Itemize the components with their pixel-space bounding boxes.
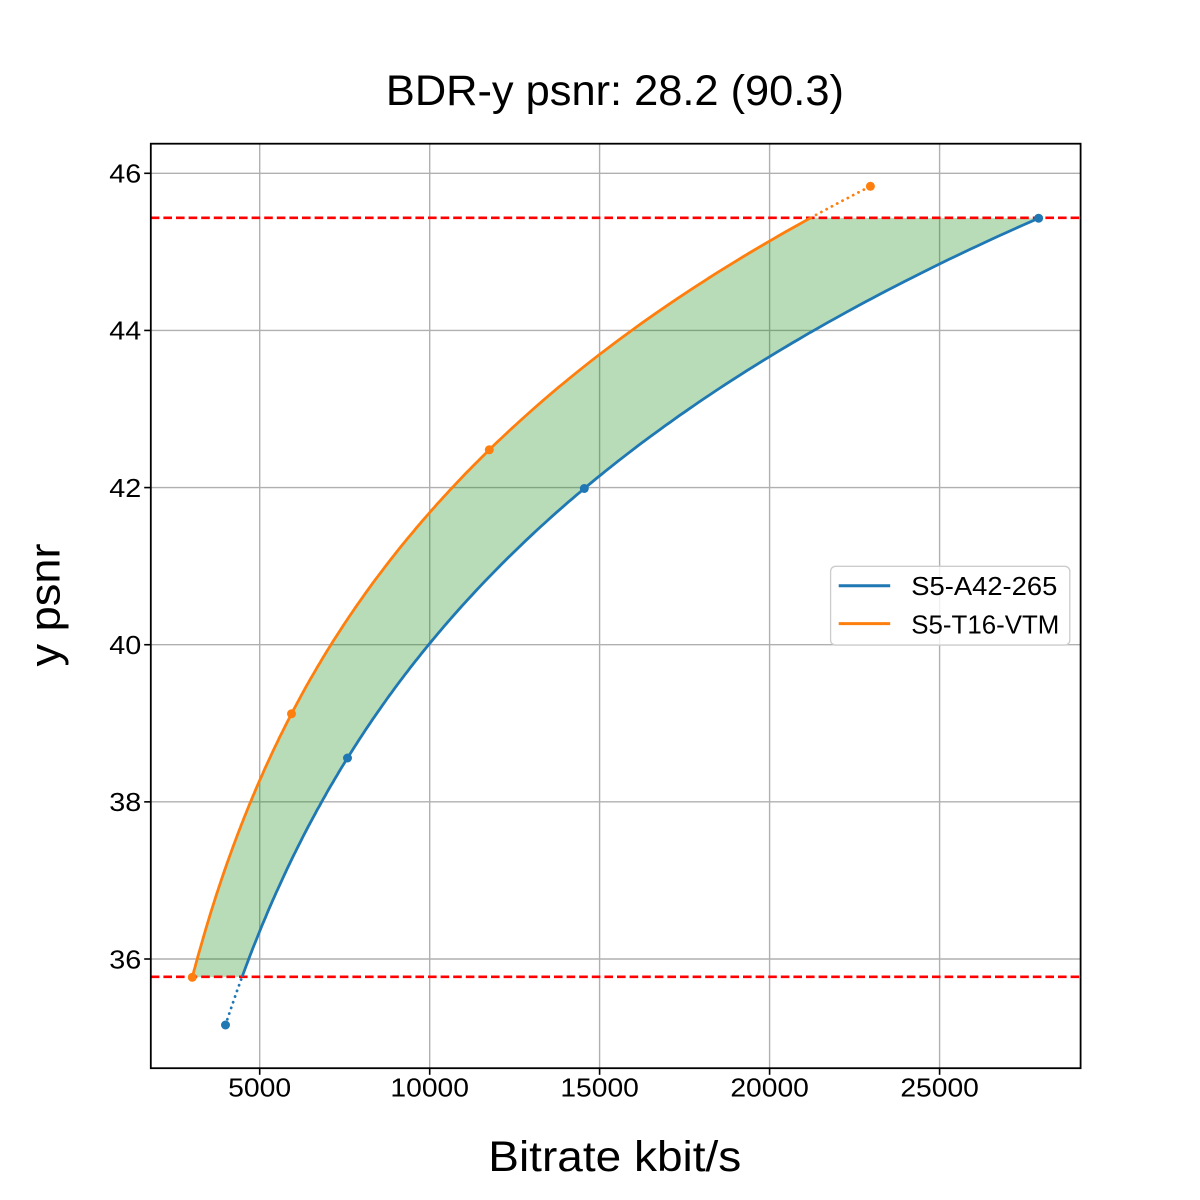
svg-text:S5-T16-VTM: S5-T16-VTM <box>911 610 1059 640</box>
svg-text:36: 36 <box>109 946 141 974</box>
svg-text:20000: 20000 <box>730 1075 809 1103</box>
svg-text:25000: 25000 <box>900 1075 979 1103</box>
svg-text:BDR-y psnr: 28.2 (90.3): BDR-y psnr: 28.2 (90.3) <box>386 67 844 115</box>
svg-text:46: 46 <box>109 161 141 189</box>
svg-text:42: 42 <box>109 475 141 503</box>
svg-text:Bitrate kbit/s: Bitrate kbit/s <box>488 1133 741 1181</box>
svg-text:S5-A42-265: S5-A42-265 <box>911 571 1057 601</box>
svg-text:44: 44 <box>109 318 141 346</box>
svg-text:15000: 15000 <box>560 1075 639 1103</box>
svg-text:5000: 5000 <box>228 1075 291 1103</box>
svg-text:38: 38 <box>109 789 141 817</box>
svg-text:40: 40 <box>109 632 141 660</box>
svg-text:y psnr: y psnr <box>21 544 69 667</box>
svg-text:10000: 10000 <box>390 1075 469 1103</box>
